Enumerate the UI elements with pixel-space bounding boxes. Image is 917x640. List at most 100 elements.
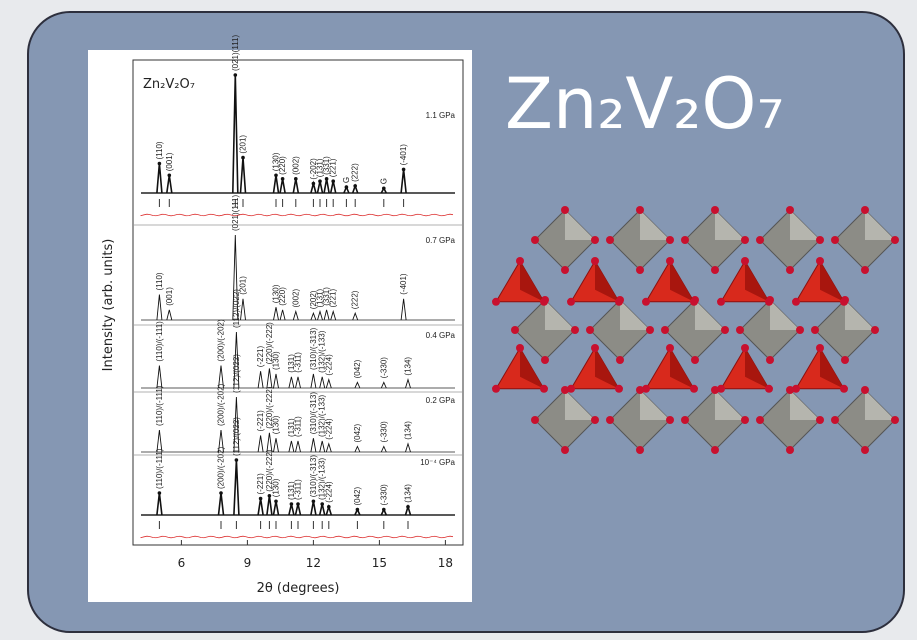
peak-label: (001): [165, 287, 174, 306]
peak-dot: [234, 73, 238, 77]
peak-dot: [235, 458, 239, 462]
y-axis-label: Intensity (arb. units): [101, 239, 116, 372]
atom: [642, 385, 650, 393]
atom: [690, 385, 698, 393]
peak-label: (134): [404, 484, 413, 503]
x-tick-label: 15: [372, 556, 387, 570]
atom: [840, 298, 848, 306]
atom: [636, 206, 644, 214]
atom: [616, 356, 624, 364]
atom: [606, 416, 614, 424]
pressure-label: 10⁻⁴ GPa: [420, 458, 455, 467]
atom: [861, 206, 869, 214]
atom: [891, 416, 899, 424]
peak-dot: [158, 162, 162, 166]
atom: [571, 326, 579, 334]
peak-label: (-330): [379, 421, 388, 443]
atom: [711, 446, 719, 454]
peak-label: (110)/(-111): [155, 448, 164, 489]
peak-label: (200)/(-202): [217, 383, 226, 426]
peak-label: (112)/(022): [232, 354, 241, 393]
peak-label: (-311): [294, 479, 303, 500]
page: Zn₂V₂O₇ Zn₂V₂O₇ Intensity (arb. units) 2…: [0, 0, 917, 640]
atom: [786, 206, 794, 214]
atom: [711, 266, 719, 274]
peak-dot: [294, 177, 298, 181]
peak-label: G: [379, 178, 388, 184]
peak-dot: [312, 499, 316, 503]
pressure-label: 1.1 GPa: [426, 111, 456, 120]
peak-dot: [259, 497, 263, 501]
atom: [666, 344, 674, 352]
atom: [666, 257, 674, 265]
peak-label: (221): [329, 288, 338, 307]
atom: [561, 446, 569, 454]
atom: [541, 356, 549, 364]
peak-label: (021)(111): [231, 35, 240, 71]
atom: [756, 416, 764, 424]
peak-label: (042): [353, 423, 362, 442]
atom: [516, 344, 524, 352]
peak-label: (221): [329, 158, 338, 177]
peak-label: (110)/(-111): [155, 321, 164, 362]
atom: [816, 344, 824, 352]
peak-label: (-221): [256, 473, 265, 495]
atom: [516, 257, 524, 265]
peak-label: (021)(111): [231, 195, 240, 231]
peak-label: (130): [272, 478, 281, 497]
atom: [811, 326, 819, 334]
peak-dot: [241, 156, 245, 160]
peak-dot: [356, 508, 360, 512]
atom: [861, 386, 869, 394]
pressure-label: 0.7 GPa: [426, 236, 456, 245]
atom: [646, 326, 654, 334]
slide: Zn₂V₂O₇ Zn₂V₂O₇ Intensity (arb. units) 2…: [0, 0, 917, 640]
atom: [511, 326, 519, 334]
atom: [871, 326, 879, 334]
x-tick-label: 12: [306, 556, 321, 570]
peak-dot: [327, 505, 331, 509]
peak-label: (-311): [294, 352, 303, 373]
atom: [681, 416, 689, 424]
peak-dot: [281, 177, 285, 181]
atom: [741, 416, 749, 424]
atom: [711, 206, 719, 214]
atom: [615, 385, 623, 393]
peak-dot: [274, 499, 278, 503]
peak-dot: [402, 168, 406, 172]
peak-label: (130): [272, 351, 281, 370]
atom: [861, 446, 869, 454]
atom: [741, 257, 749, 265]
atom: [741, 236, 749, 244]
peak-label: (042): [353, 486, 362, 505]
peak-dot: [382, 508, 386, 512]
peak-label: (112)/(022): [232, 417, 241, 456]
x-tick-label: 6: [178, 556, 186, 570]
peak-label: (-401): [399, 144, 408, 166]
atom: [765, 298, 773, 306]
peak-label: (-311): [294, 416, 303, 437]
atom: [691, 356, 699, 364]
atom: [591, 236, 599, 244]
atom: [717, 298, 725, 306]
atom: [841, 356, 849, 364]
atom: [766, 356, 774, 364]
peak-dot: [168, 174, 172, 178]
atom: [540, 298, 548, 306]
peak-dot: [158, 491, 162, 495]
atom: [717, 385, 725, 393]
atom: [816, 416, 824, 424]
peak-label: (134): [404, 357, 413, 376]
atom: [636, 266, 644, 274]
atom: [591, 344, 599, 352]
atom: [796, 326, 804, 334]
atom: [591, 257, 599, 265]
atom: [891, 236, 899, 244]
peak-label: (110)/(-111): [155, 385, 164, 426]
peak-dot: [331, 179, 335, 183]
peak-dot: [290, 502, 294, 506]
atom: [816, 257, 824, 265]
peak-label: (110): [155, 141, 164, 159]
x-axis-label: 2θ (degrees): [257, 581, 340, 596]
peak-label: (-401): [399, 273, 408, 295]
